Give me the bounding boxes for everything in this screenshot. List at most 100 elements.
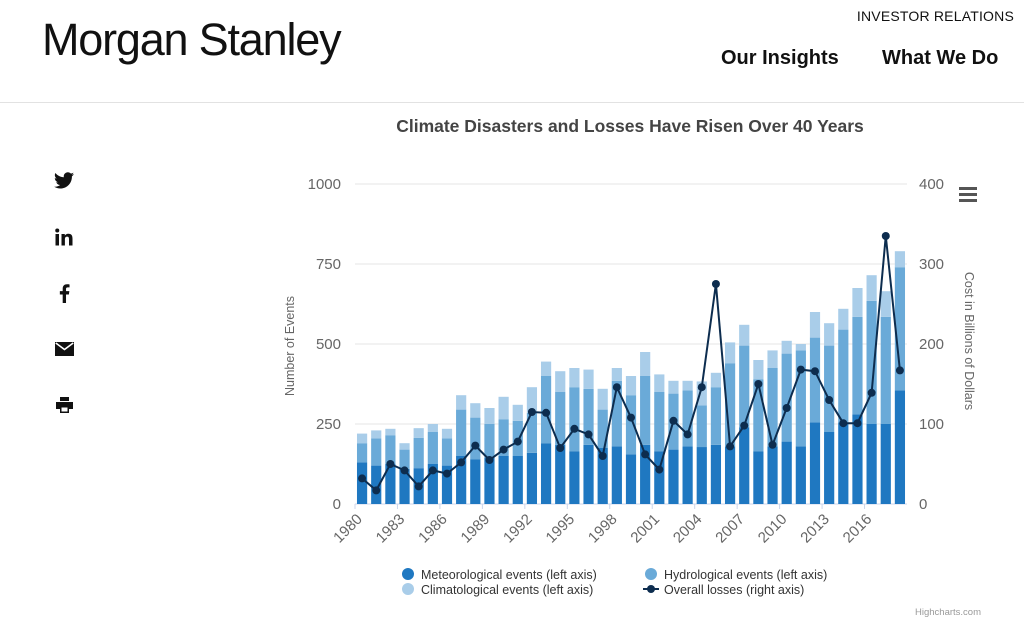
losses-point xyxy=(867,388,876,397)
bar-segment xyxy=(569,387,580,452)
bar-segment xyxy=(470,417,481,460)
legend-item[interactable]: Climatological events (left axis) xyxy=(402,583,593,597)
bar-segment xyxy=(356,462,368,504)
legend-symbol xyxy=(645,568,657,580)
bar-segment xyxy=(753,379,764,452)
bar-segment xyxy=(668,449,679,504)
bar-segment xyxy=(824,323,835,346)
x-axis-tick-label: 2010 xyxy=(755,511,791,547)
facebook-icon xyxy=(59,283,70,303)
losses-point xyxy=(768,440,777,449)
chart-menu-button[interactable] xyxy=(956,184,978,206)
bar-segment xyxy=(456,409,467,456)
bar-segment xyxy=(399,443,410,450)
bar-segment xyxy=(654,374,665,392)
chart-title: Climate Disasters and Losses Have Risen … xyxy=(396,116,864,136)
twitter-share-button[interactable] xyxy=(52,168,76,192)
bar-segment xyxy=(739,427,750,504)
bar-segment xyxy=(470,403,481,418)
losses-point xyxy=(612,383,621,392)
losses-point xyxy=(641,450,650,459)
bar-segment xyxy=(399,468,410,504)
bar-segment xyxy=(611,368,622,381)
losses-point xyxy=(796,365,805,374)
facebook-share-button[interactable] xyxy=(52,281,76,305)
bar-segment xyxy=(611,446,622,504)
bar-segment xyxy=(427,432,438,464)
legend-item[interactable]: Overall losses (right axis) xyxy=(643,583,804,597)
print-button[interactable] xyxy=(52,393,76,417)
bar-segment xyxy=(781,441,792,504)
x-axis-tick-label: 2007 xyxy=(712,511,748,547)
x-axis-tick-label: 1995 xyxy=(543,511,579,547)
losses-point xyxy=(726,442,735,451)
losses-point xyxy=(457,458,466,467)
nav-what-we-do[interactable]: What We Do xyxy=(882,47,999,69)
investor-relations-link[interactable]: INVESTOR RELATIONS xyxy=(856,8,1014,24)
losses-point xyxy=(754,380,763,388)
legend-symbol xyxy=(402,568,414,580)
email-share-button[interactable] xyxy=(52,337,76,361)
bar-segment xyxy=(597,409,608,448)
bar-segment xyxy=(540,361,552,376)
bar-segment xyxy=(852,288,863,317)
bar-segment xyxy=(696,405,707,448)
linkedin-share-button[interactable] xyxy=(52,225,76,249)
bar-segment xyxy=(880,316,891,424)
losses-point xyxy=(570,424,579,433)
legend-label: Meteorological events (left axis) xyxy=(421,568,597,582)
nav-our-insights[interactable]: Our Insights xyxy=(721,47,839,69)
losses-point xyxy=(485,456,494,464)
bar-segment xyxy=(682,380,693,391)
morgan-stanley-logo[interactable]: Morgan Stanley xyxy=(42,14,342,65)
bar-segment xyxy=(710,444,722,504)
bar-segment xyxy=(356,433,368,444)
bar-segment xyxy=(470,459,481,504)
highcharts-credit[interactable]: Highcharts.com xyxy=(915,607,981,618)
print-icon xyxy=(55,397,73,413)
bar-segment xyxy=(583,369,594,389)
bar-segment xyxy=(555,392,566,445)
losses-point xyxy=(683,430,692,439)
legend-symbol xyxy=(647,585,655,593)
x-axis-tick-label: 2013 xyxy=(797,511,833,547)
bar-segment xyxy=(880,291,891,317)
bar-series xyxy=(356,251,906,504)
bar-segment xyxy=(526,452,538,504)
losses-point xyxy=(428,466,437,475)
losses-point xyxy=(513,437,522,446)
bar-segment xyxy=(894,390,906,504)
twitter-icon xyxy=(54,171,74,188)
losses-point xyxy=(598,452,607,460)
losses-point xyxy=(627,413,635,422)
bar-segment xyxy=(894,251,906,268)
bar-segment xyxy=(484,457,495,504)
bar-segment xyxy=(654,451,665,504)
legend-item[interactable]: Hydrological events (left axis) xyxy=(645,568,827,582)
losses-point xyxy=(400,466,409,475)
bar-segment xyxy=(724,363,736,447)
losses-point xyxy=(839,419,848,428)
left-axis-ticks: 0 250 500 750 1000 xyxy=(308,176,341,513)
bar-segment xyxy=(399,449,410,469)
bar-segment xyxy=(356,443,368,463)
linkedin-icon xyxy=(55,228,73,246)
losses-point xyxy=(669,416,678,425)
legend-item[interactable]: Meteorological events (left axis) xyxy=(402,568,597,582)
bar-segment xyxy=(625,376,637,396)
bar-segment xyxy=(838,308,849,330)
bar-segment xyxy=(767,446,778,504)
bar-segment xyxy=(710,387,722,445)
bar-segment xyxy=(654,392,665,452)
legend-label: Hydrological events (left axis) xyxy=(664,568,827,582)
bar-segment xyxy=(456,395,467,410)
x-axis-tick-label: 2016 xyxy=(840,511,876,547)
bar-segment xyxy=(498,396,509,420)
right-axis-tick-label: 0 xyxy=(919,496,927,513)
bar-segment xyxy=(753,360,764,380)
bar-segment xyxy=(526,412,538,453)
bar-segment xyxy=(894,267,906,391)
bar-segment xyxy=(724,446,736,504)
bar-segment xyxy=(809,337,821,423)
losses-point xyxy=(853,419,862,428)
